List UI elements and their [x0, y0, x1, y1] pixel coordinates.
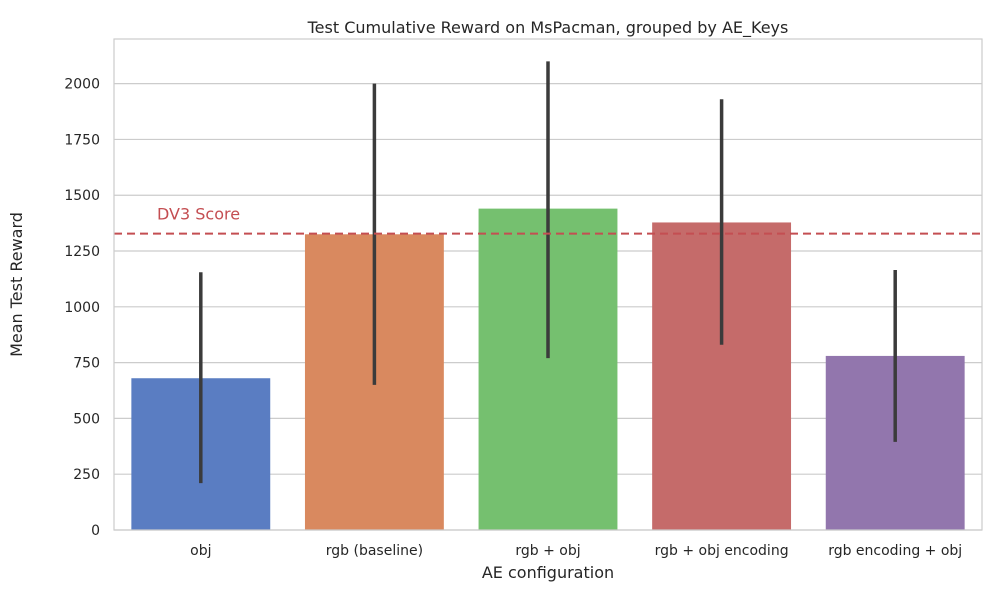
y-tick-labels: 0 250 500 750 1000 1250 1500 1750 2000	[64, 77, 100, 539]
y-tick-label: 1750	[64, 132, 100, 148]
y-tick-label: 2000	[64, 77, 100, 93]
chart-title: Test Cumulative Reward on MsPacman, grou…	[307, 18, 789, 38]
x-tick-label: rgb (baseline)	[326, 543, 423, 559]
y-tick-label: 500	[73, 411, 100, 427]
x-tick-label: rgb + obj	[515, 543, 580, 559]
error-bars	[199, 61, 897, 484]
x-tick-labels: obj rgb (baseline) rgb + obj rgb + obj enco…	[190, 543, 962, 559]
x-tick-label: rgb + obj encoding	[655, 543, 789, 559]
y-tick-label: 750	[73, 356, 100, 372]
y-axis-label: Mean Test Reward	[7, 212, 26, 357]
x-tick-label: obj	[190, 543, 211, 559]
y-tick-label: 1250	[64, 244, 100, 260]
y-tick-label: 0	[91, 523, 100, 539]
reference-line-label: DV3 Score	[157, 205, 240, 224]
reference-line-group: DV3 Score	[114, 205, 982, 235]
x-tick-label: rgb encoding + obj	[828, 543, 962, 559]
y-tick-label: 1500	[64, 188, 100, 204]
plot-frame	[113, 38, 983, 531]
x-axis-label: AE configuration	[482, 563, 614, 582]
y-tick-label: 1000	[64, 300, 100, 316]
y-tick-label: 250	[73, 467, 100, 483]
